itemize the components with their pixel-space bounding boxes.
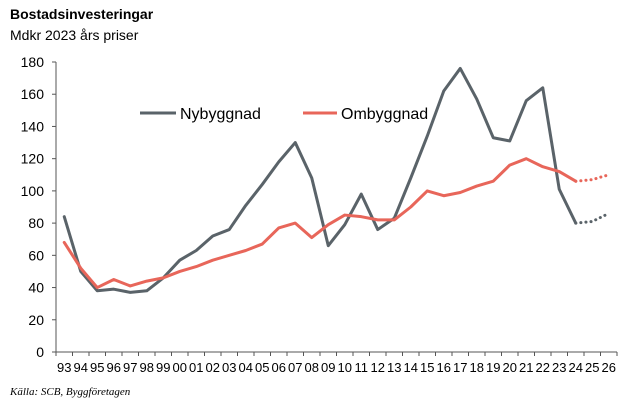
x-tick-label: 07 [288, 360, 302, 375]
source-note: Källa: SCB, Byggföretagen [10, 386, 131, 398]
y-tick-label: 60 [28, 247, 44, 263]
x-tick-label: 12 [371, 360, 385, 375]
x-tick-label: 94 [74, 360, 88, 375]
x-tick-label: 23 [552, 360, 566, 375]
x-tick-label: 96 [107, 360, 121, 375]
x-tick-label: 08 [305, 360, 319, 375]
x-tick-label: 14 [404, 360, 418, 375]
x-tick-label: 04 [239, 360, 253, 375]
x-tick-label: 93 [57, 360, 71, 375]
series-lines [62, 66, 611, 294]
y-tick-label: 140 [21, 118, 45, 134]
x-tick-label: 10 [338, 360, 352, 375]
y-tick-label: 0 [36, 344, 44, 360]
x-tick-label: 24 [569, 360, 583, 375]
x-tick-label: 98 [140, 360, 154, 375]
x-tick-label: 99 [156, 360, 170, 375]
x-tick-label: 19 [486, 360, 500, 375]
x-axis: 93 94 95 96 97 98 99 00 01 02 03 04 05 06 07 08 09 10 11 12… [55, 351, 618, 375]
chart-subtitle: Mdkr 2023 års priser [10, 27, 139, 43]
y-axis: 0 20 40 60 80 100 120 140 160 180 [21, 54, 57, 360]
x-tick-label: 95 [90, 360, 104, 375]
x-tick-label: 03 [222, 360, 236, 375]
series-line-ombyggnad [62, 157, 578, 290]
x-tick-label: 25 [585, 360, 599, 375]
x-tick-label: 09 [321, 360, 335, 375]
x-tick-label: 17 [453, 360, 467, 375]
x-tick-label: 15 [420, 360, 434, 375]
x-tick-label: 13 [387, 360, 401, 375]
x-tick-label: 20 [503, 360, 517, 375]
x-tick-label: 00 [173, 360, 187, 375]
series-line-nybyggnad [62, 66, 578, 294]
x-tick-label: 01 [189, 360, 203, 375]
x-tick-label: 16 [437, 360, 451, 375]
y-tick-label: 80 [28, 215, 44, 231]
y-tick-label: 100 [21, 183, 45, 199]
x-tick-label: 21 [519, 360, 533, 375]
series-forecast-nybyggnad [574, 211, 611, 225]
series-forecast-ombyggnad [574, 173, 611, 183]
legend: Nybyggnad Ombyggnad [140, 106, 428, 123]
chart-title: Bostadsinvesteringar [10, 6, 154, 22]
y-tick-label: 160 [21, 86, 45, 102]
x-tick-label: 02 [206, 360, 220, 375]
x-tick-label: 05 [255, 360, 269, 375]
legend-label-ombyggnad: Ombyggnad [341, 106, 428, 123]
x-tick-label: 18 [470, 360, 484, 375]
legend-label-nybyggnad: Nybyggnad [180, 106, 261, 123]
x-tick-label: 26 [602, 360, 616, 375]
y-tick-label: 40 [28, 280, 44, 296]
x-tick-label: 97 [123, 360, 137, 375]
x-tick-label: 06 [272, 360, 286, 375]
x-tick-label: 22 [536, 360, 550, 375]
y-tick-label: 180 [21, 54, 45, 70]
x-tick-label: 11 [355, 360, 369, 375]
y-tick-label: 20 [28, 312, 44, 328]
y-tick-label: 120 [21, 151, 45, 167]
